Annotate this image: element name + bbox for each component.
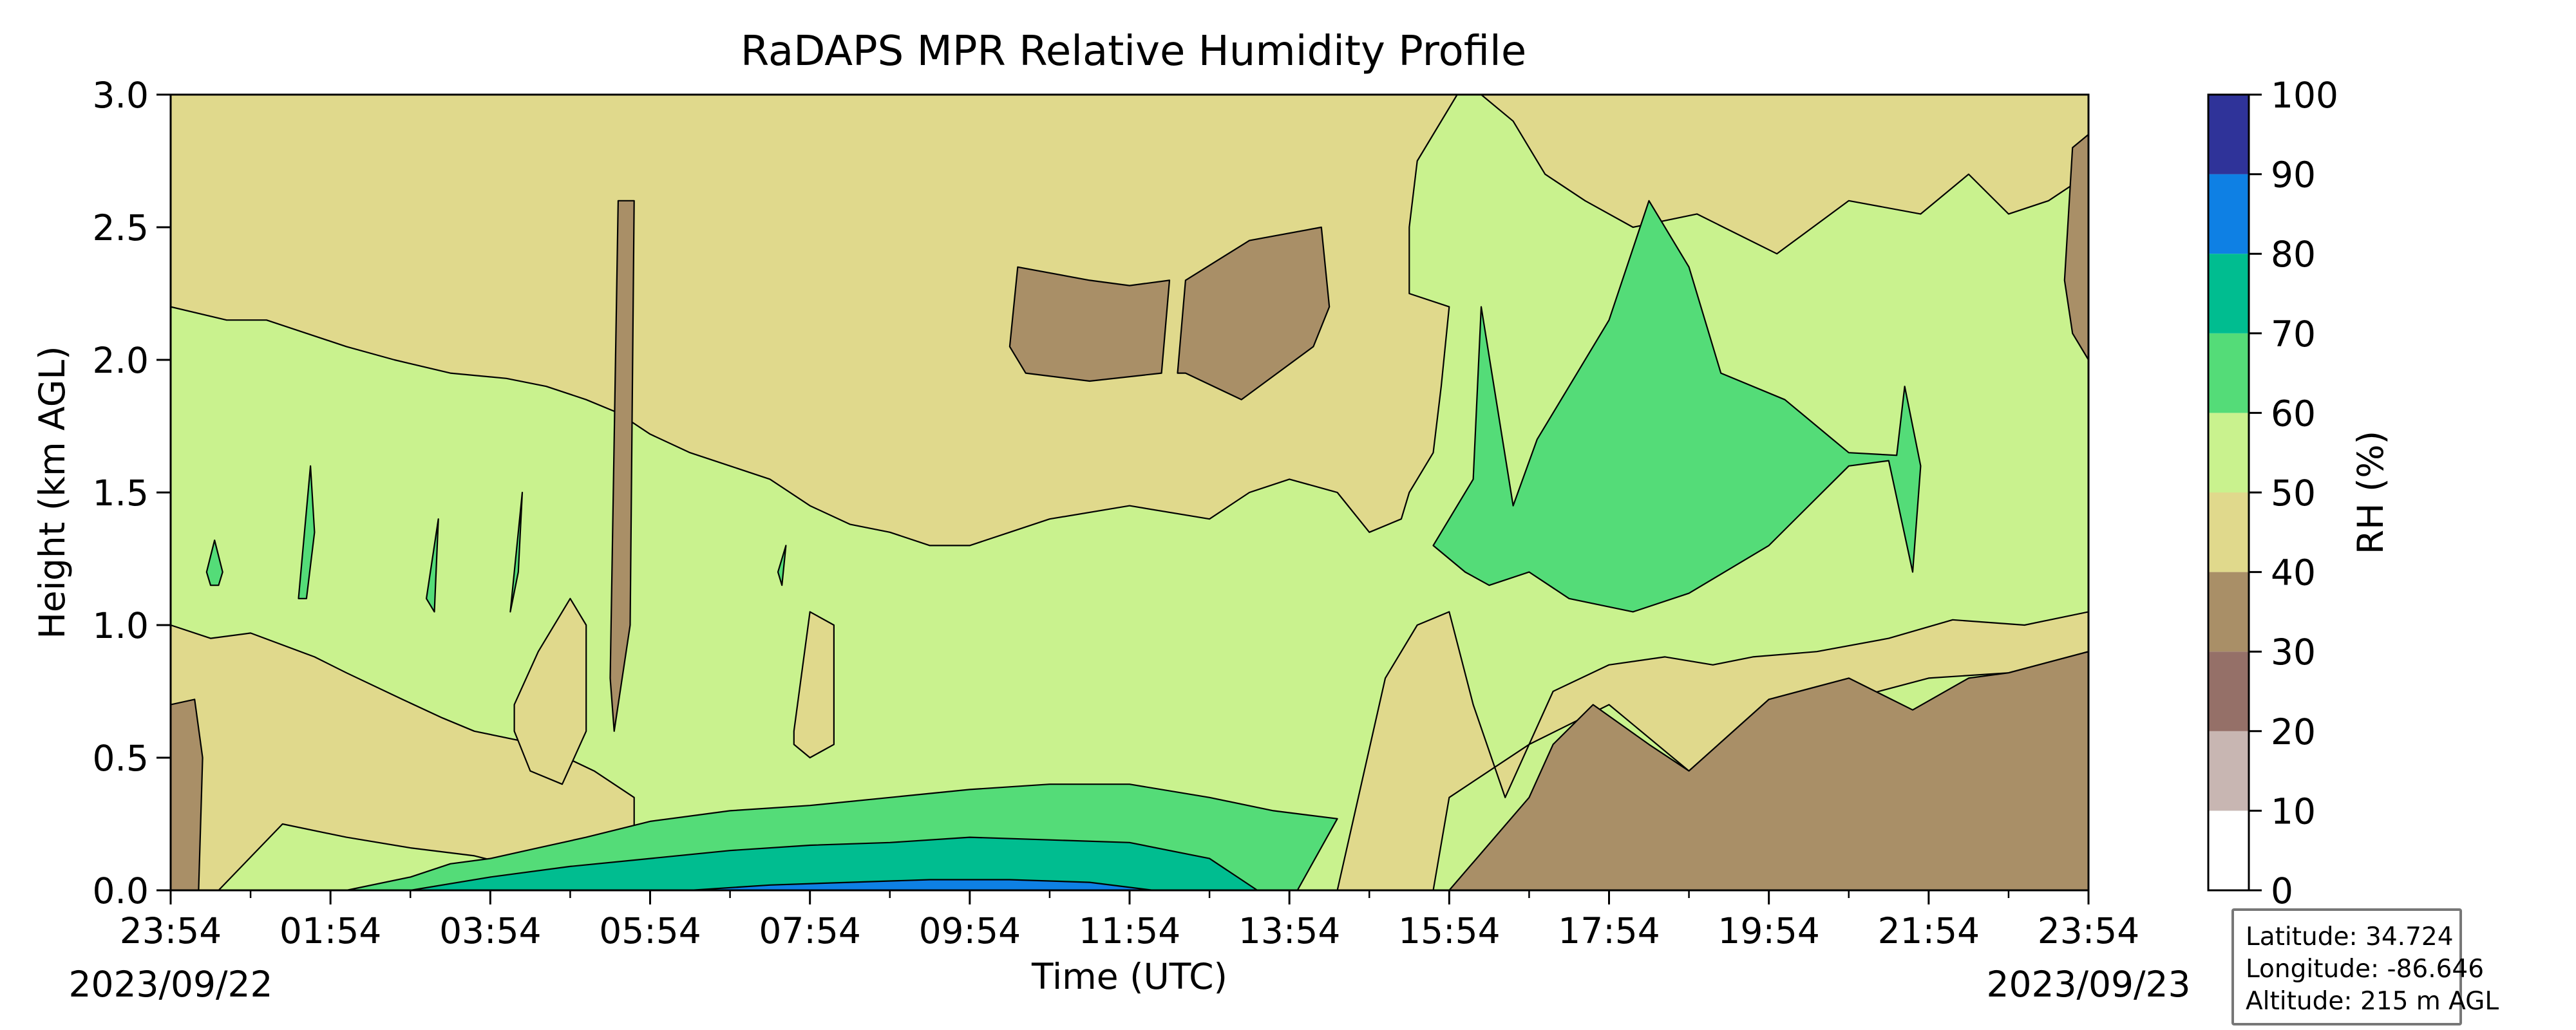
x-axis: 23:54 01:54 03:54 05:54 07:54 09:54 11:54 13:54… bbox=[120, 890, 2140, 951]
rh-band-80-90-region-0 bbox=[689, 879, 1155, 890]
chart-title: RaDAPS MPR Relative Humidity Profile bbox=[741, 28, 1526, 75]
colorbar-swatch bbox=[2208, 810, 2249, 890]
rh-band-40-50-region-2 bbox=[513, 597, 587, 785]
rh-band-30-40-region-0 bbox=[171, 698, 204, 890]
y-tick-label: 1.5 bbox=[93, 473, 149, 514]
colorbar-tick-label: 90 bbox=[2271, 154, 2316, 196]
colorbar-tick-label: 0 bbox=[2271, 870, 2293, 912]
altitude-text: Altitude: 215 m AGL bbox=[2246, 987, 2499, 1016]
plot-area bbox=[171, 95, 2088, 890]
colorbar-swatch bbox=[2208, 651, 2249, 731]
x-tick-label: 05:54 bbox=[599, 910, 701, 951]
x-tick-label: 01:54 bbox=[279, 910, 382, 951]
rh-band-70-80-region-0 bbox=[410, 836, 1258, 890]
x-axis-label: Time (UTC) bbox=[1031, 956, 1227, 997]
colorbar-swatch bbox=[2208, 572, 2249, 652]
colorbar-tick-label: 100 bbox=[2271, 75, 2338, 116]
x-tick-label: 23:54 bbox=[120, 910, 222, 951]
x-tick-label: 21:54 bbox=[1878, 910, 1980, 951]
rh-band-60-70-region-3 bbox=[298, 465, 316, 599]
colorbar-tick-label: 20 bbox=[2271, 711, 2316, 753]
rh-band-30-40-region-5 bbox=[2063, 133, 2088, 361]
colorbar-label: RH (%) bbox=[2350, 431, 2391, 554]
colorbar-swatch bbox=[2208, 492, 2249, 572]
y-axis: 0.0 0.5 1.0 1.5 2.0 2.5 3.0 bbox=[93, 75, 171, 912]
latitude-text: Latitude: 34.724 bbox=[2246, 922, 2454, 951]
x-tick-label: 19:54 bbox=[1718, 910, 1820, 951]
rh-band-60-70-region-2 bbox=[205, 539, 223, 586]
rh-band-60-70-region-1 bbox=[1432, 200, 1922, 613]
colorbar-swatch bbox=[2208, 174, 2249, 254]
rh-band-30-40-region-4 bbox=[1448, 651, 2088, 890]
longitude-text: Longitude: -86.646 bbox=[2246, 955, 2484, 984]
y-axis-label: Height (km AGL) bbox=[32, 346, 73, 639]
y-tick-label: 0.0 bbox=[93, 870, 149, 912]
rh-band-30-40-region-3 bbox=[1177, 226, 1331, 400]
rh-band-30-40-region-2 bbox=[1009, 266, 1171, 382]
x-tick-label: 13:54 bbox=[1238, 910, 1341, 951]
rh-band-60-70-region-6 bbox=[777, 545, 787, 586]
x-tick-label: 15:54 bbox=[1398, 910, 1501, 951]
x-tick-label: 09:54 bbox=[919, 910, 1021, 951]
colorbar-swatch bbox=[2208, 95, 2249, 174]
colorbar-tick-label: 30 bbox=[2271, 632, 2316, 673]
colorbar-tick-label: 60 bbox=[2271, 393, 2316, 434]
x-tick-label: 03:54 bbox=[439, 910, 542, 951]
y-tick-label: 3.0 bbox=[93, 75, 149, 116]
y-tick-label: 2.5 bbox=[93, 207, 149, 248]
colorbar-tick-label: 70 bbox=[2271, 314, 2316, 355]
y-tick-label: 2.0 bbox=[93, 340, 149, 381]
x-tick-label: 11:54 bbox=[1079, 910, 1181, 951]
x-tick-label: 23:54 bbox=[2038, 910, 2140, 951]
colorbar-swatch bbox=[2208, 731, 2249, 811]
colorbar-swatch bbox=[2208, 333, 2249, 413]
x-tick-label: 07:54 bbox=[759, 910, 861, 951]
colorbar-tick-label: 40 bbox=[2271, 552, 2316, 594]
rh-band-40-50-region-4 bbox=[1336, 611, 2088, 890]
start-date-label: 2023/09/22 bbox=[68, 964, 272, 1005]
x-tick-label: 17:54 bbox=[1558, 910, 1660, 951]
colorbar-tick-label: 80 bbox=[2271, 234, 2316, 275]
colorbar-tick-label: 10 bbox=[2271, 791, 2316, 832]
rh-band-60-70-region-4 bbox=[425, 518, 439, 613]
rh-band-40-50-region-3 bbox=[793, 611, 835, 759]
colorbar-swatch bbox=[2208, 254, 2249, 333]
y-tick-label: 0.5 bbox=[93, 738, 149, 779]
y-tick-label: 1.0 bbox=[93, 605, 149, 646]
location-info-box: Latitude: 34.724 Longitude: -86.646 Alti… bbox=[2231, 908, 2499, 1025]
rh-band-30-40-region-1 bbox=[609, 200, 635, 732]
rh-band-60-70-region-5 bbox=[509, 491, 524, 613]
colorbar-swatch bbox=[2208, 413, 2249, 492]
end-date-label: 2023/09/23 bbox=[1986, 964, 2190, 1005]
colorbar-tick-label: 50 bbox=[2271, 473, 2316, 514]
colorbar: 0 10 20 30 40 50 60 70 80 90 100 bbox=[2207, 75, 2338, 912]
rh-band-40-50-region-0 bbox=[171, 624, 635, 890]
